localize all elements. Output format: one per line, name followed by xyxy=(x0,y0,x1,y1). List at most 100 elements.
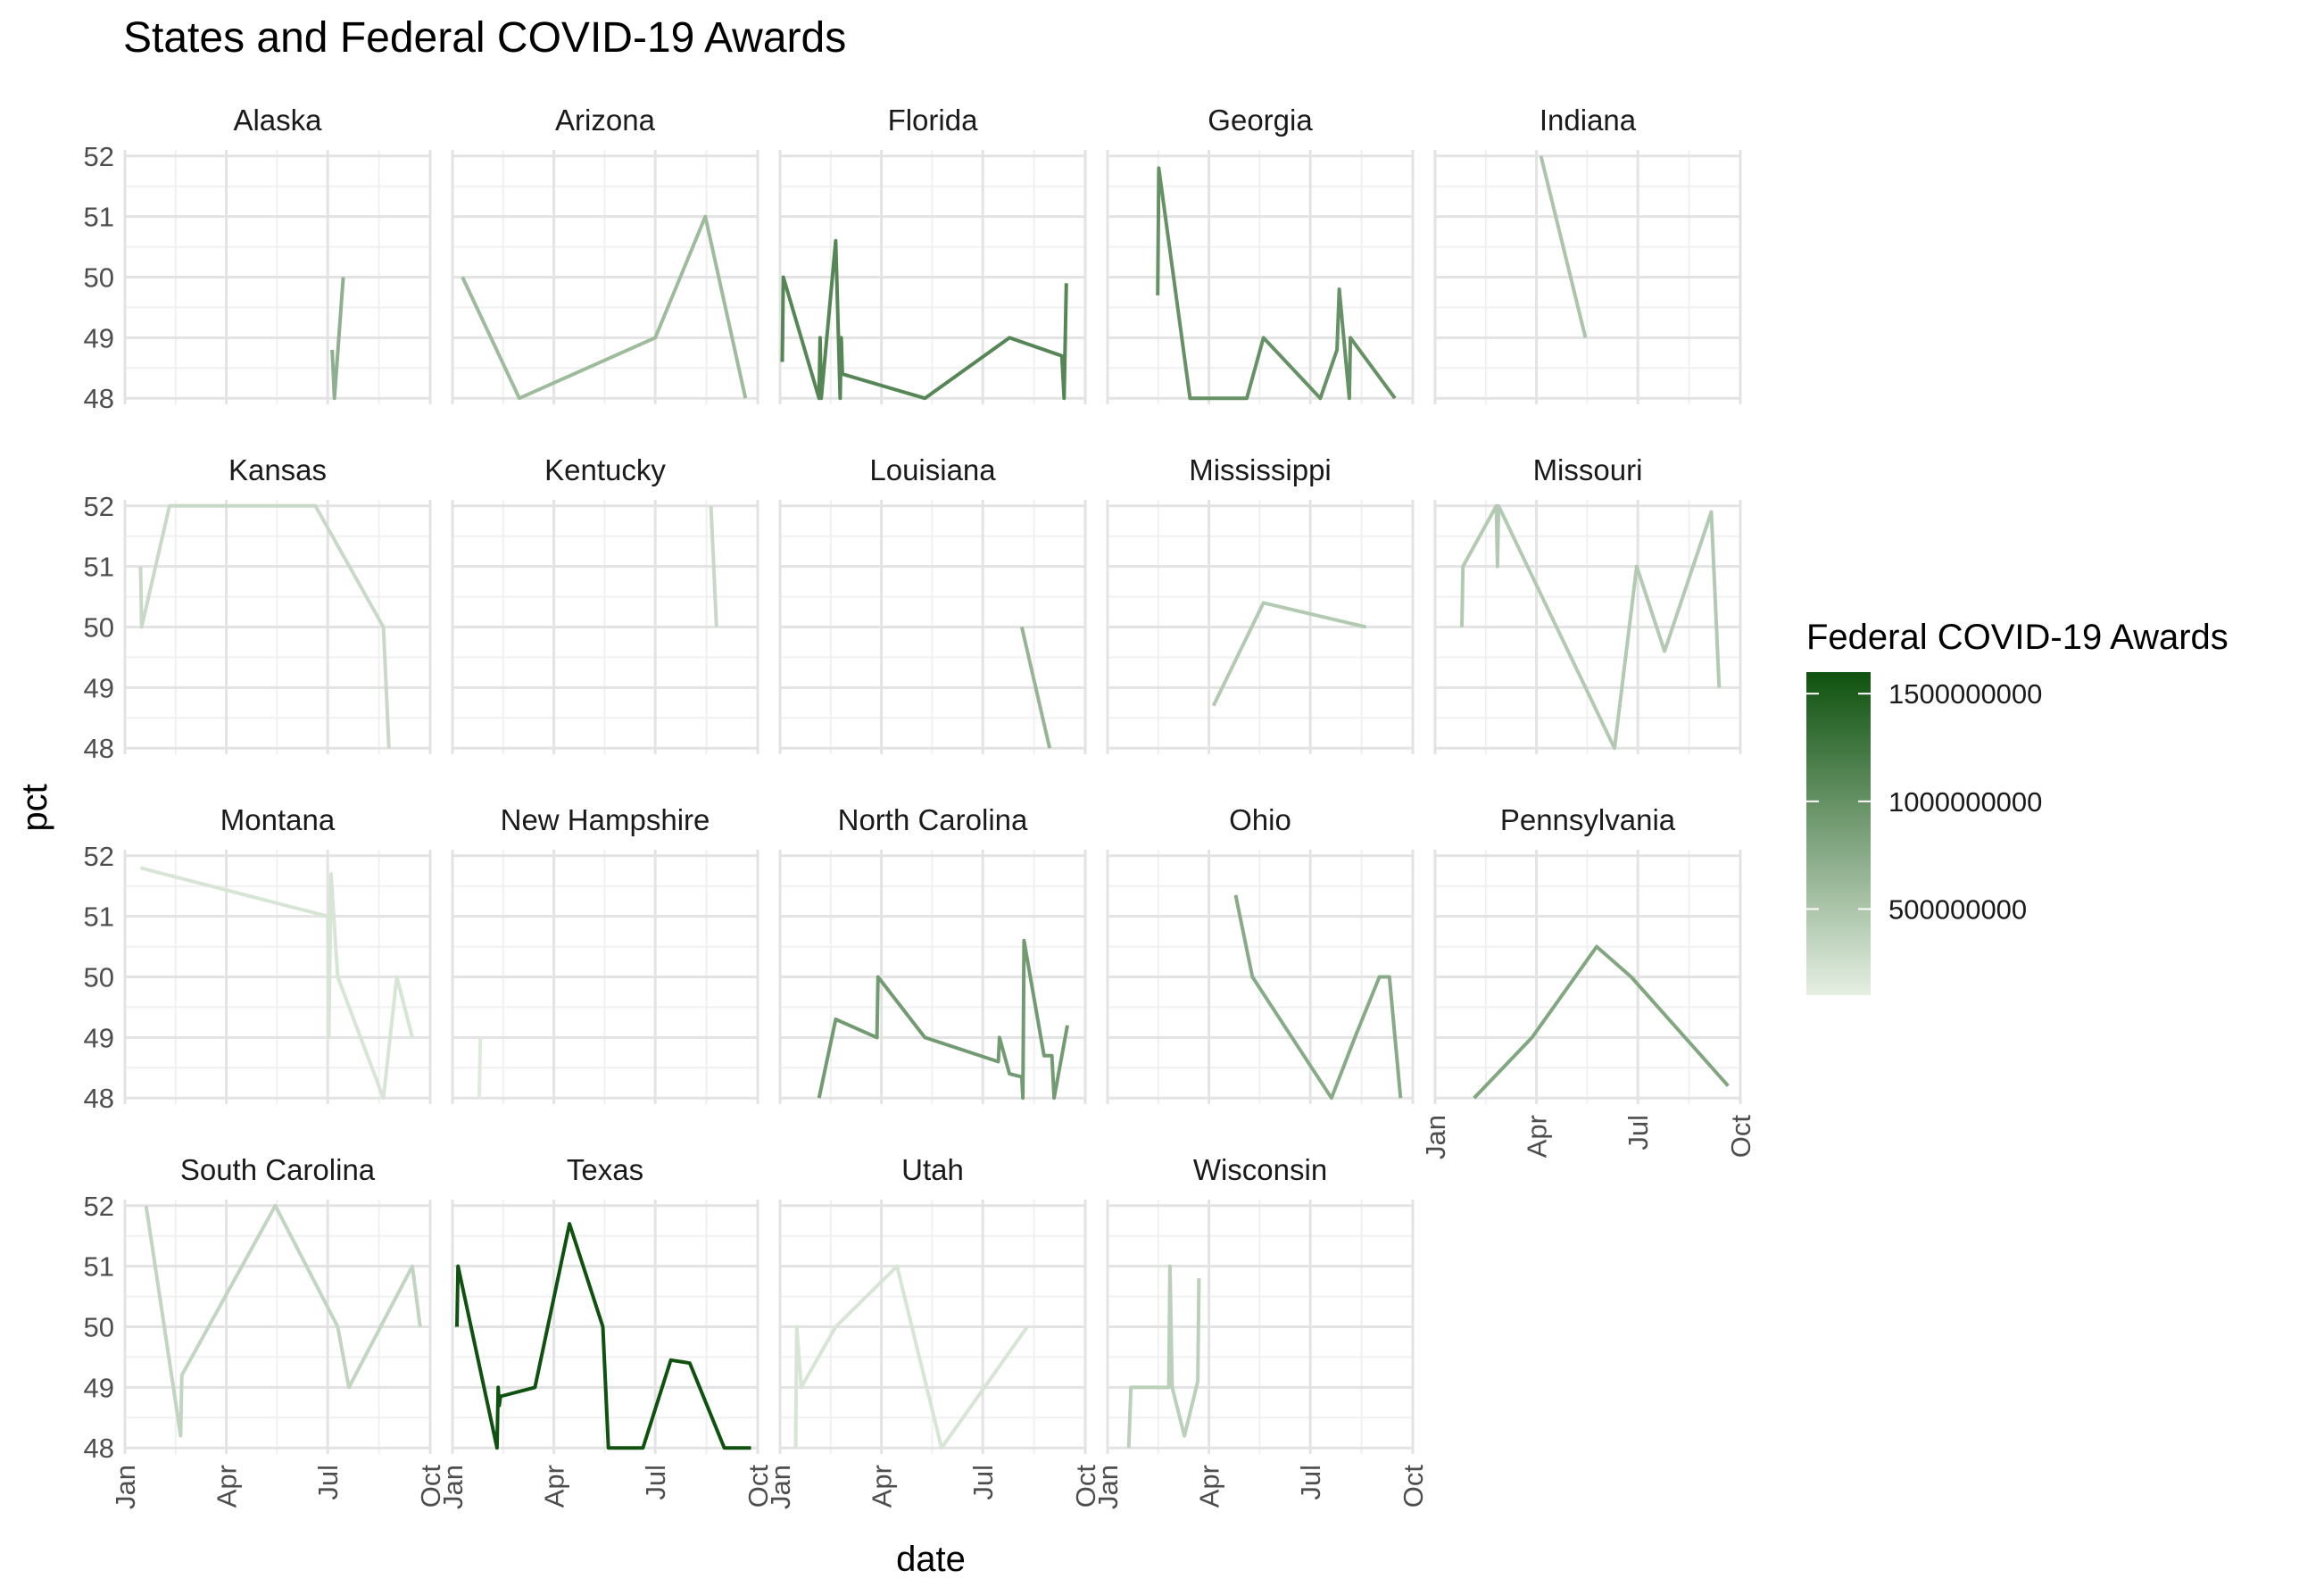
facet-label: Ohio xyxy=(1229,803,1291,836)
y-tick-label: 52 xyxy=(84,841,114,872)
series-line xyxy=(1539,155,1588,338)
x-tick-label: Jul xyxy=(640,1465,671,1500)
colorbar xyxy=(1806,672,1871,995)
facet-label: Kentucky xyxy=(544,453,666,486)
facet-label: Missouri xyxy=(1533,453,1643,486)
facet-label: New Hampshire xyxy=(501,803,710,836)
facet-panel: Louisiana xyxy=(778,453,1087,754)
x-tick-label: Jan xyxy=(110,1465,141,1509)
y-axis-title: pct xyxy=(15,784,54,831)
x-tick-label: Oct xyxy=(1725,1115,1756,1159)
facet-label: Pennsylvania xyxy=(1500,803,1676,836)
series-line xyxy=(817,938,1069,1101)
series-line xyxy=(1211,601,1367,707)
y-tick-label: 50 xyxy=(84,262,114,294)
legend-break-label: 1000000000 xyxy=(1888,786,2042,818)
facet-panel: Wisconsin Jan Apr Jul Oct xyxy=(1092,1153,1429,1509)
x-tick-label: Oct xyxy=(1070,1465,1101,1508)
series-line xyxy=(793,1264,1029,1450)
facet-label: Georgia xyxy=(1208,104,1313,137)
facet-panel: Texas Jan Apr Jul Oct xyxy=(437,1153,774,1509)
facet-label: Montana xyxy=(220,803,336,836)
facet-label: Alaska xyxy=(233,104,322,137)
y-tick-label: 50 xyxy=(84,1312,114,1343)
x-tick-label: Jul xyxy=(967,1465,999,1500)
series-line xyxy=(1126,1264,1201,1449)
y-tick-label: 50 xyxy=(84,612,114,644)
series-line xyxy=(709,505,718,627)
series-line xyxy=(455,1222,751,1450)
y-tick-label: 49 xyxy=(84,1372,114,1403)
facet-panel: Florida xyxy=(778,104,1087,404)
facet-label: Florida xyxy=(888,104,979,137)
facet-panel: Georgia xyxy=(1106,104,1415,404)
facet-label: Utah xyxy=(901,1153,964,1186)
series-line xyxy=(1460,503,1722,751)
facet-label: Wisconsin xyxy=(1193,1153,1327,1186)
facet-label: North Carolina xyxy=(838,803,1028,836)
x-tick-label: Oct xyxy=(415,1465,446,1508)
facet-label: South Carolina xyxy=(180,1153,376,1186)
facet-label: Louisiana xyxy=(869,453,996,486)
legend-break-label: 500000000 xyxy=(1888,893,2027,925)
series-line xyxy=(139,866,414,1101)
series-line xyxy=(477,1037,483,1099)
x-tick-label: Jul xyxy=(312,1465,344,1500)
y-tick-label: 52 xyxy=(84,1191,114,1222)
series-line xyxy=(1233,894,1403,1101)
y-tick-label: 49 xyxy=(84,1022,114,1053)
y-tick-label: 52 xyxy=(84,141,114,172)
x-tick-label: Jan xyxy=(765,1465,796,1509)
x-tick-label: Oct xyxy=(1398,1465,1429,1508)
y-tick-label: 48 xyxy=(84,1083,114,1114)
facet-panel: Ohio xyxy=(1106,803,1415,1104)
series-line xyxy=(780,238,1068,401)
x-tick-label: Jan xyxy=(1420,1115,1451,1159)
y-tick-label: 51 xyxy=(84,1251,114,1283)
y-tick-label: 49 xyxy=(84,322,114,353)
series-line xyxy=(1473,944,1730,1100)
facet-label: Arizona xyxy=(555,104,656,137)
x-tick-label: Oct xyxy=(743,1465,774,1508)
facet-label: Mississippi xyxy=(1189,453,1332,486)
facet-label: Texas xyxy=(567,1153,643,1186)
facet-panel: South Carolina 48 49 50 51 52 Jan Apr Jul Oct xyxy=(84,1153,446,1509)
y-tick-label: 51 xyxy=(84,901,114,933)
chart-title: States and Federal COVID-19 Awards xyxy=(123,14,846,62)
x-tick-label: Jul xyxy=(1295,1465,1326,1500)
y-tick-label: 51 xyxy=(84,202,114,233)
x-tick-label: Apr xyxy=(1522,1115,1553,1158)
facet-panel: Montana 48 49 50 51 52 xyxy=(84,803,432,1114)
x-tick-label: Apr xyxy=(867,1465,898,1508)
x-tick-label: Apr xyxy=(212,1465,243,1508)
facet-panel: Pennsylvania Jan Apr Jul Oct xyxy=(1420,803,1756,1159)
facet-panels: Alaska 48 49 50 51 52 Arizona Florida Georgia Ind… xyxy=(84,104,1756,1509)
series-line xyxy=(1156,166,1397,401)
facet-panel: Alaska 48 49 50 51 52 xyxy=(84,104,432,414)
x-tick-label: Apr xyxy=(539,1465,570,1508)
series-line xyxy=(461,214,748,401)
facet-label: Indiana xyxy=(1540,104,1637,137)
y-tick-label: 49 xyxy=(84,672,114,703)
facet-panel: Utah Jan Apr Jul Oct xyxy=(765,1153,1101,1509)
x-tick-label: Jan xyxy=(437,1465,469,1509)
series-line xyxy=(138,503,391,749)
facet-panel: New Hampshire xyxy=(451,803,759,1104)
facet-panel: Kansas 48 49 50 51 52 xyxy=(84,453,432,764)
legend-title: Federal COVID-19 Awards xyxy=(1806,618,2229,657)
facet-panel: North Carolina xyxy=(778,803,1087,1104)
x-axis-title: date xyxy=(896,1540,966,1579)
facet-panel: Arizona xyxy=(451,104,759,404)
facet-panel: Missouri xyxy=(1433,453,1742,754)
y-tick-label: 48 xyxy=(84,733,114,764)
series-line xyxy=(1019,627,1052,749)
y-tick-label: 50 xyxy=(84,962,114,993)
series-line xyxy=(330,277,345,401)
x-tick-label: Jul xyxy=(1623,1115,1654,1151)
facet-panel: Indiana xyxy=(1433,104,1742,404)
facet-label: Kansas xyxy=(228,453,327,486)
facet-panel: Kentucky xyxy=(451,453,759,754)
y-tick-label: 51 xyxy=(84,552,114,583)
y-tick-label: 48 xyxy=(84,383,114,414)
